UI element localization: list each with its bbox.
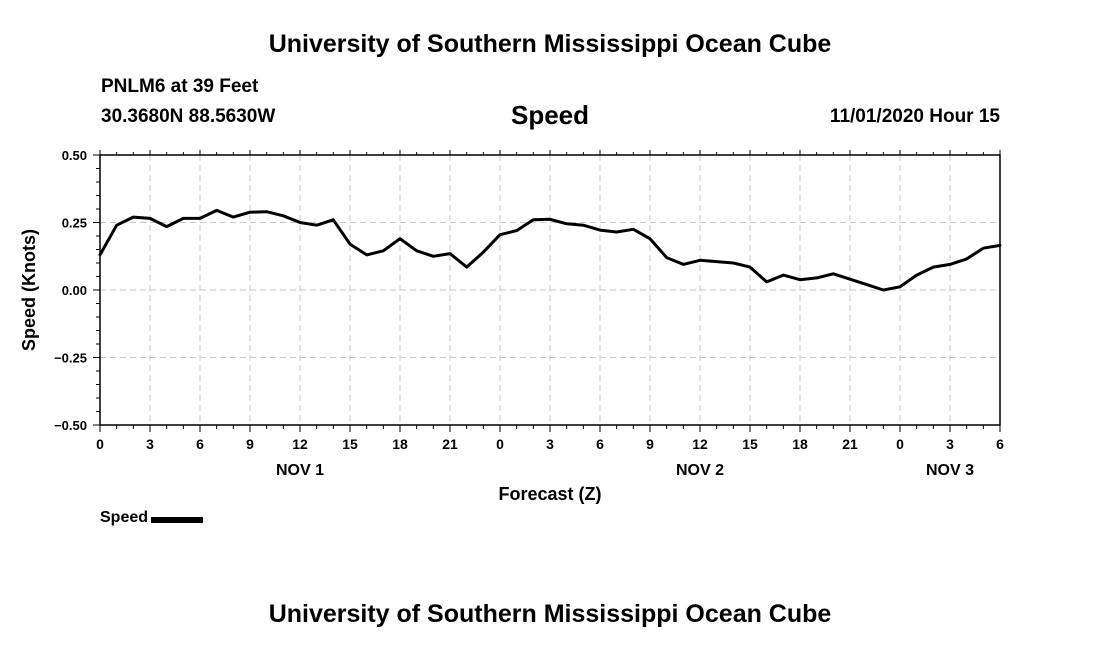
datetime-label: 11/01/2020 Hour 15: [829, 106, 1000, 127]
x-tick-label: 18: [392, 436, 408, 452]
footer-title: University of Southern Mississippi Ocean…: [268, 600, 832, 628]
x-tick-label: 15: [742, 436, 758, 452]
x-tick-label: 3: [946, 436, 954, 452]
x-tick-label: 3: [146, 436, 154, 452]
x-tick-label: 3: [546, 436, 554, 452]
y-tick-label: −0.25: [54, 351, 87, 366]
coordinates-label: 30.3680N 88.5630W: [101, 106, 276, 127]
y-tick-label: 0.25: [62, 216, 87, 231]
y-tick-label: 0.50: [62, 148, 87, 163]
y-tick-label: −0.50: [54, 418, 87, 433]
header-title: University of Southern Mississippi Ocean…: [268, 30, 832, 58]
x-tick-label: 12: [692, 436, 708, 452]
x-tick-label: 6: [996, 436, 1004, 452]
x-tick-label: 9: [646, 436, 654, 452]
chart-title: Speed: [510, 100, 590, 130]
legend-line-swatch: [151, 516, 204, 523]
day-label: NOV 2: [676, 462, 724, 479]
x-tick-label: 12: [292, 436, 308, 452]
y-tick-label: 0.00: [62, 283, 87, 298]
station-label: PNLM6 at 39 Feet: [101, 76, 259, 97]
x-axis-label: Forecast (Z): [498, 484, 601, 504]
x-tick-label: 15: [342, 436, 358, 452]
legend: Speed: [100, 509, 204, 527]
y-axis-label: Speed (Knots): [19, 229, 39, 351]
day-label: NOV 3: [926, 462, 974, 479]
x-tick-label: 21: [442, 436, 458, 452]
legend-label: Speed: [100, 509, 149, 526]
x-tick-label: 9: [246, 436, 254, 452]
x-tick-label: 21: [842, 436, 858, 452]
x-tick-label: 6: [196, 436, 204, 452]
x-tick-label: 18: [792, 436, 808, 452]
day-label: NOV 1: [276, 462, 324, 479]
series-line-speed: [98, 208, 1002, 292]
x-tick-label: 0: [96, 436, 104, 452]
x-tick-label: 6: [596, 436, 604, 452]
x-tick-label: 0: [496, 436, 504, 452]
x-tick-label: 0: [896, 436, 904, 452]
